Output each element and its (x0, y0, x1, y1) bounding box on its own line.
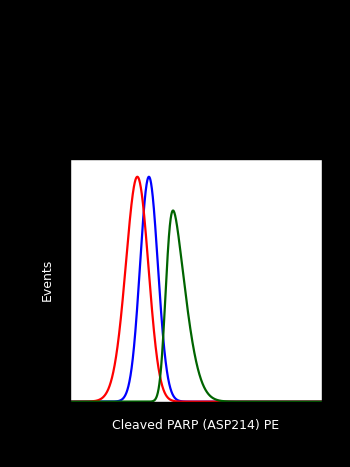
X-axis label: Cleaved PARP (ASP214) PE: Cleaved PARP (ASP214) PE (112, 419, 280, 432)
Y-axis label: Events: Events (41, 259, 54, 301)
